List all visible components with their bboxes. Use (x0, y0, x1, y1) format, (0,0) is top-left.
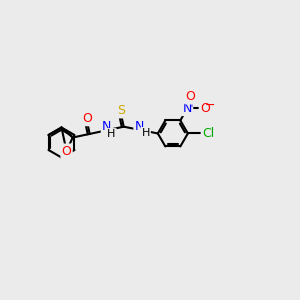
Text: Cl: Cl (202, 127, 214, 140)
Text: H: H (141, 128, 150, 138)
Text: O: O (61, 145, 71, 158)
Text: O: O (185, 90, 195, 103)
Text: H: H (107, 129, 116, 139)
Text: +: + (187, 100, 195, 110)
Text: N: N (135, 120, 144, 133)
Text: N: N (102, 120, 111, 133)
Text: −: − (204, 99, 215, 112)
Text: N: N (183, 102, 192, 115)
Text: O: O (82, 112, 92, 125)
Text: O: O (200, 102, 210, 115)
Text: S: S (118, 104, 125, 117)
